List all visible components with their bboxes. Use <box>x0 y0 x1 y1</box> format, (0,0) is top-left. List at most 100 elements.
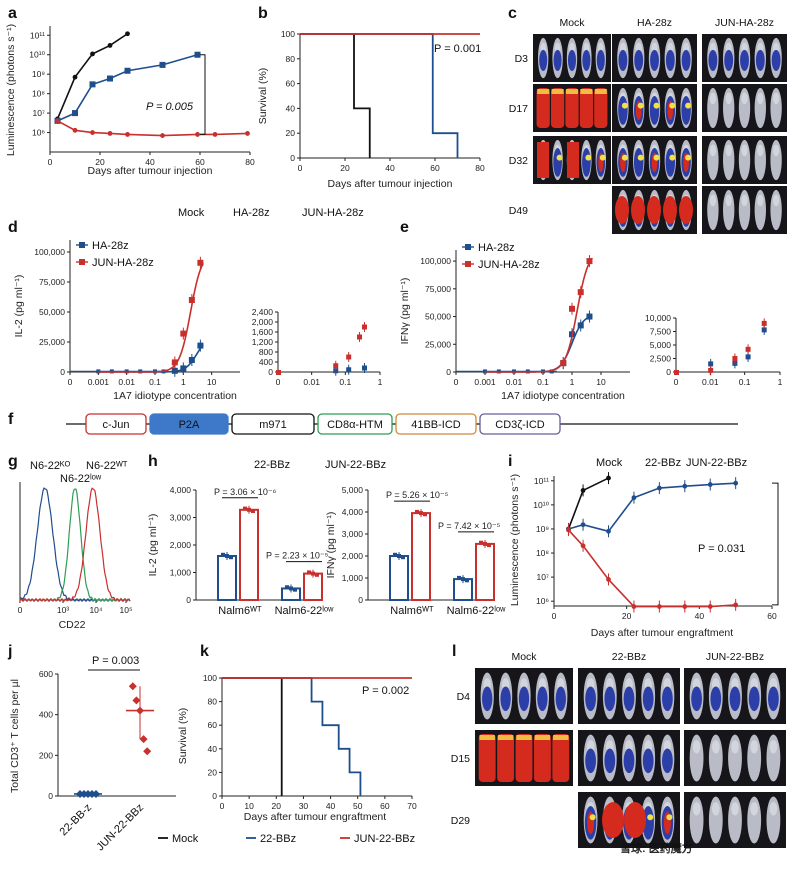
signal-low <box>642 748 654 774</box>
data-point <box>125 31 130 37</box>
y-tick-label: 25,000 <box>39 337 65 347</box>
data-point <box>577 289 584 296</box>
legend-mock: Mock <box>178 207 205 219</box>
panel-k: 0 10 20 30 40 50 60 70 0 20 40 60 80 100 Survival (%) D… <box>177 673 417 823</box>
x-tick-label: 80 <box>245 157 255 167</box>
signal-low <box>649 96 660 125</box>
signal-low <box>748 686 760 712</box>
legend-label: JUN-HA-28z <box>478 259 540 271</box>
construct-segment <box>149 413 229 435</box>
y-axis-label: IL-2 (pg ml⁻¹) <box>13 275 25 338</box>
signal-low <box>691 686 702 712</box>
panel-d: 0 0.001 0.01 0.1 1 10025,00050,00075,000100,0… <box>13 240 383 402</box>
signal-low <box>740 49 749 71</box>
y-tick-label: 60 <box>208 720 218 730</box>
y-tick-label: 2,000 <box>252 317 274 327</box>
panel-label: d <box>8 219 18 236</box>
y-tick-label: 10,000 <box>645 313 671 323</box>
mouse-head <box>725 194 732 207</box>
data-point <box>487 543 491 548</box>
panel-label: e <box>400 219 409 236</box>
y-tick-label: 10⁶ <box>32 128 45 138</box>
signal-low <box>681 49 691 71</box>
segment-label: m971 <box>259 419 287 431</box>
y-tick-label: 10⁷ <box>32 108 45 118</box>
histogram <box>19 487 131 603</box>
construct-segment <box>85 413 147 435</box>
y-axis-label: IFNγ (pg ml⁻¹) <box>325 512 337 579</box>
panel-label: j <box>7 643 12 660</box>
legend-marker <box>465 261 471 267</box>
tumor-signal <box>663 196 677 224</box>
x-tick-label: 0.1 <box>537 377 549 387</box>
row-label: D32 <box>509 155 528 167</box>
x-axis-label: Days after tumour engraftment <box>244 811 386 823</box>
bar <box>239 508 259 601</box>
legend-ko: N6-22ᴷᴼ <box>30 460 71 472</box>
y-tick-label: 0 <box>186 595 191 605</box>
panel-label: b <box>258 5 268 22</box>
series-car <box>568 482 736 533</box>
tumor-signal <box>550 88 565 128</box>
y-tick-label: 10⁷ <box>536 572 549 582</box>
y-tick-label: 0 <box>358 595 363 605</box>
category-label: JUN-22-BBz <box>94 802 146 854</box>
data-point <box>401 555 405 560</box>
column-header: 22-BBz <box>612 651 646 663</box>
fit-curve <box>98 263 204 373</box>
data-point <box>311 571 315 576</box>
x-tick-label: 20 <box>622 611 632 621</box>
signal-low <box>585 686 596 712</box>
data-point <box>188 357 195 363</box>
x-tick-label: 0 <box>674 377 679 387</box>
signal-edge <box>553 735 569 740</box>
legend-car: 22-BBz <box>254 459 290 471</box>
data-point <box>124 67 131 74</box>
y-tick-label: 10¹¹ <box>534 476 549 486</box>
signal-mid <box>653 154 660 161</box>
column-header: JUN-HA-28z <box>715 17 774 29</box>
legend-label: 22-BBz <box>260 833 296 845</box>
legend-label: JUN-22-BBz <box>354 833 415 845</box>
signal-low <box>650 49 659 71</box>
data-point <box>423 512 427 517</box>
signal-low <box>500 686 511 712</box>
panel-i: 0 20 40 60 10⁶ 10⁷ 10⁸ 10⁹ 10¹⁰ 10¹¹ Luminescence … <box>509 457 779 639</box>
y-tick-label: 10⁸ <box>536 548 549 558</box>
data-point <box>586 313 593 320</box>
mouse-head <box>725 144 732 157</box>
mouse-head <box>741 92 748 105</box>
mouse-head <box>757 92 764 105</box>
data-point <box>243 506 247 511</box>
panel-label: h <box>148 453 158 470</box>
data-point <box>72 110 78 117</box>
x-tick-label: 0.1 <box>149 377 161 387</box>
p-bracket <box>772 482 779 606</box>
signal-low <box>582 148 591 177</box>
mouse-head <box>709 194 717 207</box>
panel-j: 0 200 400 600 Total CD3⁺ T cells per µl 22-BB… <box>9 655 176 853</box>
data-point <box>160 133 165 138</box>
y-tick-label: 10¹¹ <box>30 30 45 40</box>
bar <box>217 555 237 601</box>
panel-l: Mock 22-BBz JUN-22-BBz D4 D15 D29 雪球: 医药魔方 <box>451 651 786 855</box>
segment-label: P2A <box>179 419 200 431</box>
p-value: P = 0.005 <box>146 101 194 113</box>
y-tick-label: 10¹⁰ <box>533 500 549 510</box>
y-tick-label: 2,500 <box>650 354 672 364</box>
data-point <box>132 696 141 705</box>
data-point <box>674 370 679 375</box>
signal-mid <box>585 154 592 161</box>
x-tick-label: 0 <box>18 605 23 615</box>
y-tick-label: 4,000 <box>170 485 192 495</box>
legend-wt: N6-22ᵂᵀ <box>86 460 128 472</box>
layer: 0 20 40 60 80 10⁶ 10⁷ 10⁸ 10⁹ 10¹⁰ 10¹¹ Days after … <box>5 5 787 855</box>
x-tick-label: 10 <box>596 377 606 387</box>
x-axis-label: 1A7 idiotype concentration <box>501 390 625 402</box>
y-tick-label: 1,200 <box>252 337 274 347</box>
signal-edge <box>551 89 564 94</box>
data-point <box>90 130 95 135</box>
data-point <box>72 74 78 80</box>
row-label: D15 <box>451 753 470 765</box>
